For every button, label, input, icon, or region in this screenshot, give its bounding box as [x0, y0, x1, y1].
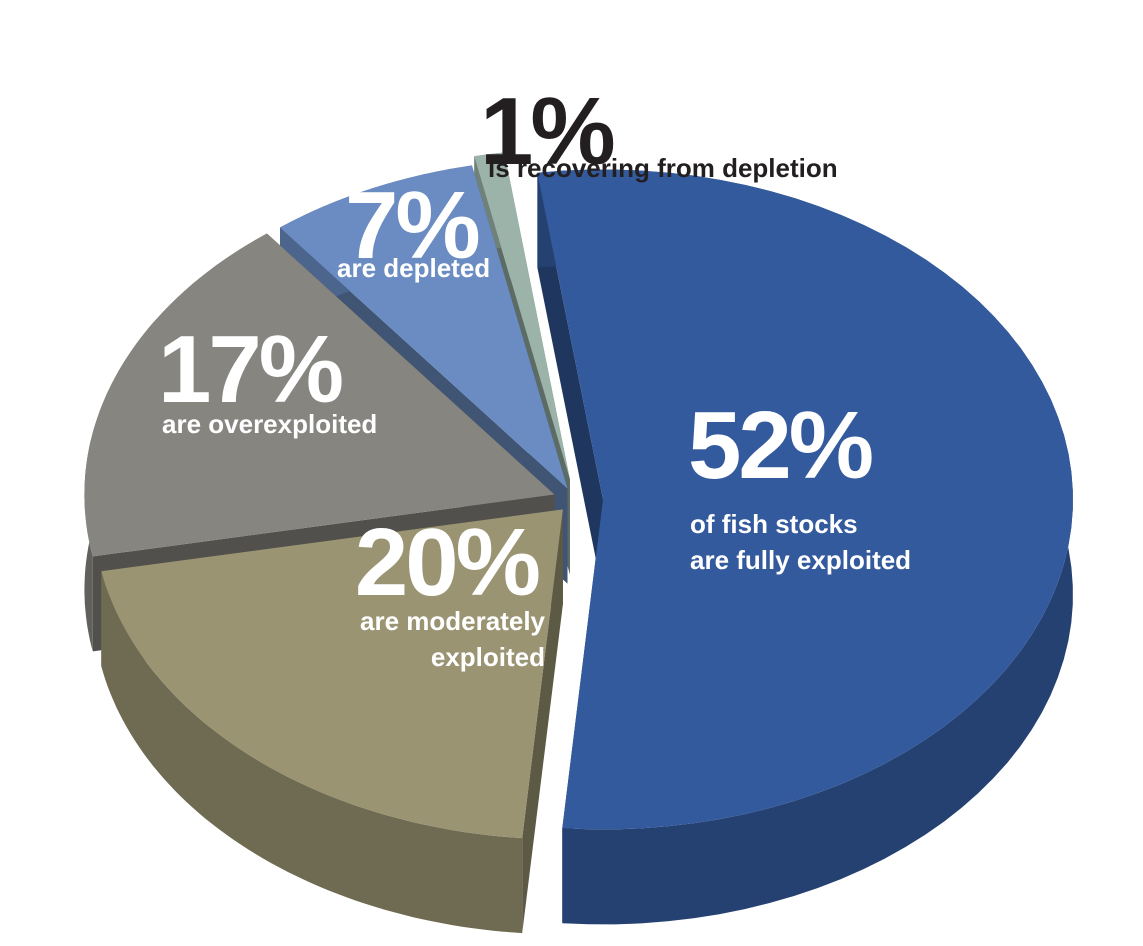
value-label: 20%	[354, 509, 541, 616]
slice	[101, 509, 563, 839]
value-label: 52%	[688, 392, 874, 499]
value-label: 17%	[158, 316, 344, 423]
category-label: are depleted	[337, 253, 491, 283]
category-label: are moderately exploited	[360, 606, 545, 672]
slice	[474, 152, 570, 480]
category-label: are overexploited	[162, 409, 378, 439]
slice	[280, 165, 568, 489]
slice	[84, 233, 555, 557]
value-label: 1%	[480, 78, 616, 185]
slice-wall	[537, 172, 603, 595]
slice	[537, 169, 1073, 830]
slice-side	[101, 571, 523, 934]
category-label: is recovering from depletion	[488, 153, 838, 183]
category-label: of fish stocks are fully exploited	[690, 509, 912, 575]
value-label: 7%	[345, 172, 481, 279]
slice-wall	[522, 509, 563, 934]
